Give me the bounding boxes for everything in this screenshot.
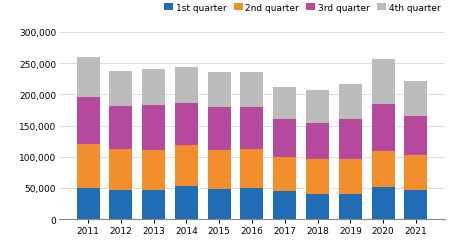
Bar xyxy=(372,60,395,105)
Bar xyxy=(208,108,231,150)
Bar xyxy=(405,81,427,117)
Bar xyxy=(372,151,395,187)
Bar xyxy=(208,150,231,189)
Bar xyxy=(142,150,165,191)
Bar xyxy=(372,187,395,219)
Bar xyxy=(142,191,165,219)
Bar xyxy=(339,194,362,219)
Bar xyxy=(208,189,231,219)
Bar xyxy=(241,73,263,107)
Bar xyxy=(109,190,132,219)
Bar xyxy=(175,104,198,146)
Bar xyxy=(241,150,263,188)
Bar xyxy=(273,120,296,157)
Bar xyxy=(405,117,427,155)
Bar xyxy=(208,73,231,108)
Bar xyxy=(109,106,132,150)
Bar xyxy=(142,106,165,150)
Bar xyxy=(175,68,198,104)
Bar xyxy=(77,58,99,98)
Bar xyxy=(273,157,296,191)
Bar xyxy=(273,88,296,120)
Bar xyxy=(339,119,362,160)
Legend: 1st quarter, 2nd quarter, 3rd quarter, 4th quarter: 1st quarter, 2nd quarter, 3rd quarter, 4… xyxy=(164,4,440,13)
Bar xyxy=(175,186,198,219)
Bar xyxy=(372,105,395,151)
Bar xyxy=(306,160,329,194)
Bar xyxy=(77,98,99,145)
Bar xyxy=(175,146,198,186)
Bar xyxy=(339,85,362,119)
Bar xyxy=(405,155,427,191)
Bar xyxy=(306,194,329,219)
Bar xyxy=(273,191,296,219)
Bar xyxy=(109,150,132,190)
Bar xyxy=(241,188,263,219)
Bar xyxy=(77,188,99,219)
Bar xyxy=(241,107,263,150)
Bar xyxy=(142,70,165,106)
Bar xyxy=(405,191,427,219)
Bar xyxy=(109,72,132,106)
Bar xyxy=(306,123,329,160)
Bar xyxy=(339,160,362,194)
Bar xyxy=(77,145,99,188)
Bar xyxy=(306,90,329,123)
